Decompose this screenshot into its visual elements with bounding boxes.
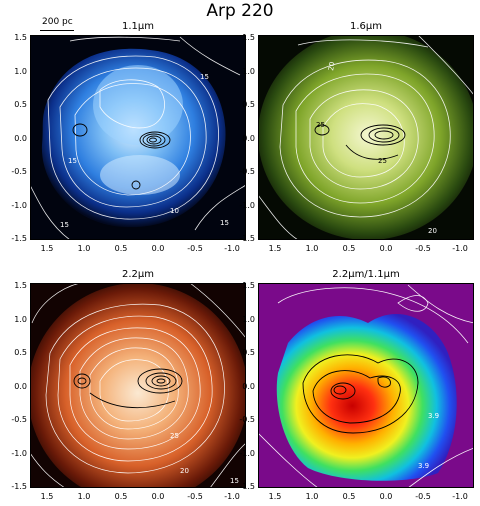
x-tick-label: 1.5	[268, 492, 282, 501]
panel-title-3: 2.2μm	[121, 269, 154, 280]
y-tick-label: 1.5	[14, 33, 27, 42]
x-tick-label: -0.5	[415, 244, 431, 253]
y-tick-label: 0.5	[14, 100, 27, 109]
x-tick-label: 0.5	[342, 244, 356, 253]
panel-title-1: 1.1μm	[121, 21, 154, 32]
x-tick-label: 0.0	[151, 244, 165, 253]
contour-label-2d: 20	[428, 227, 437, 235]
x-tick-label: 0.5	[114, 492, 128, 501]
y-tick-label: -1.0	[11, 200, 27, 210]
x-tick-label: 1.0	[305, 492, 319, 501]
contour-label-3b: 20	[180, 467, 189, 475]
y-tick-label: -1.5	[239, 482, 255, 491]
contour-label-3a: 25	[170, 432, 179, 440]
x-tick-label: 1.0	[77, 244, 91, 253]
contour-label-1a: 15	[60, 221, 69, 229]
contour-label-2b: 25	[316, 121, 325, 129]
x-tick-label: 1.5	[268, 244, 282, 253]
y-tick-label: -0.5	[11, 167, 27, 176]
y-tick-label: 0.0	[14, 381, 27, 391]
y-tick-label: 1.0	[242, 66, 255, 76]
y-tick-label: -1.5	[11, 234, 27, 243]
y-tick-label: 1.0	[242, 314, 255, 324]
x-tick-label: -0.5	[187, 244, 203, 253]
scale-bar-label: 200 pc	[42, 17, 73, 27]
contour-label-1b: 15	[200, 73, 209, 81]
x-tick-label: -0.5	[415, 492, 431, 501]
contour-label-4a: 3.9	[428, 412, 439, 420]
scale-bar: 200 pc	[40, 17, 74, 37]
y-tick-label: -1.0	[11, 448, 27, 458]
panel-title-2: 1.6μm	[349, 21, 382, 32]
x-tick-label: -1.0	[224, 244, 240, 253]
y-tick-label: -0.5	[239, 415, 255, 424]
y-tick-label: 0.5	[242, 348, 255, 357]
x-tick-label: 1.5	[40, 244, 54, 253]
y-tick-label: 1.0	[14, 66, 27, 76]
contour-label-2c: 25	[378, 157, 387, 165]
contour-label-4b: 3.9	[418, 462, 429, 470]
x-tick-label: 1.0	[305, 244, 319, 253]
x-tick-label: 0.0	[379, 244, 393, 253]
panel-2-image: 20 25 25 20	[258, 35, 474, 240]
contour-label-1e: 15	[220, 219, 229, 227]
x-tick-label: 0.5	[342, 492, 356, 501]
x-tick-label: 0.0	[151, 492, 165, 501]
scale-bar-line	[40, 30, 74, 31]
y-tick-label: -0.5	[11, 415, 27, 424]
contour-label-3c: 15	[230, 477, 239, 485]
panel-title-4: 2.2μm/1.1μm	[332, 269, 400, 280]
x-tick-label: 1.0	[77, 492, 91, 501]
x-tick-label: -1.0	[452, 244, 468, 253]
y-tick-label: 0.5	[242, 100, 255, 109]
contour-label-1d: 10	[170, 207, 179, 215]
contour-label-2a: 20	[327, 61, 336, 71]
x-tick-label: 0.0	[379, 492, 393, 501]
y-tick-label: -1.0	[239, 448, 255, 458]
x-tick-label: -0.5	[187, 492, 203, 501]
figure-title: Arp 220	[206, 1, 274, 21]
x-tick-label: -1.0	[452, 492, 468, 501]
y-tick-label: 0.0	[242, 381, 255, 391]
y-tick-label: 0.0	[242, 133, 255, 143]
panel-1-image: 15 15 15 10 15	[30, 35, 246, 240]
y-tick-label: 0.0	[14, 133, 27, 143]
y-tick-label: 1.0	[14, 314, 27, 324]
x-tick-label: -1.0	[224, 492, 240, 501]
contour-label-1c: 15	[68, 157, 77, 165]
y-tick-label: 1.5	[14, 281, 27, 290]
panel-4-image: 3.9 3.9	[258, 283, 474, 488]
panel-3-image: 25 20 15	[30, 283, 246, 488]
y-tick-label: 1.5	[242, 33, 255, 42]
y-tick-label: 0.5	[14, 348, 27, 357]
y-tick-label: -1.5	[239, 234, 255, 243]
y-tick-label: -1.0	[239, 200, 255, 210]
y-tick-label: -1.5	[11, 482, 27, 491]
x-tick-label: 0.5	[114, 244, 128, 253]
x-tick-label: 1.5	[40, 492, 54, 501]
y-tick-label: -0.5	[239, 167, 255, 176]
y-tick-label: 1.5	[242, 281, 255, 290]
